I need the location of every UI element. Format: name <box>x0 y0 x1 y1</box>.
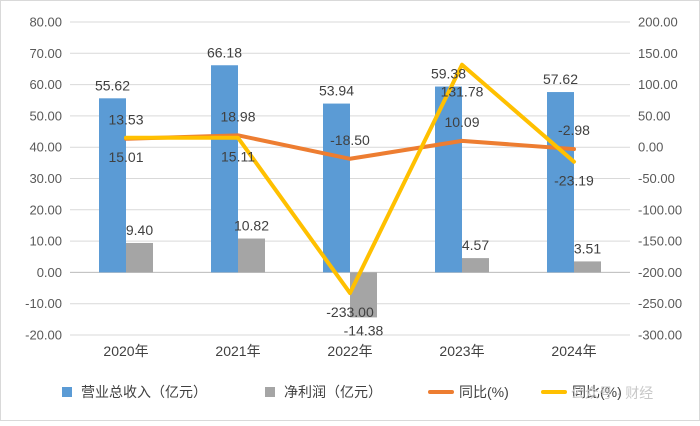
bar <box>238 239 265 273</box>
x-tick-label: 2022年 <box>327 343 372 359</box>
bar-data-label: 59.38 <box>431 66 466 82</box>
x-tick-label: 2023年 <box>439 343 484 359</box>
bar-data-label: 3.51 <box>574 240 601 256</box>
y-left-tick-label: -10.00 <box>25 296 62 311</box>
line-data-label: 18.98 <box>220 108 255 124</box>
line-data-label: -2.98 <box>558 122 590 138</box>
y-right-tick-label: -300.00 <box>638 328 682 343</box>
legend-swatch <box>62 387 72 397</box>
y-right-tick-label: -150.00 <box>638 234 682 249</box>
y-right-tick-label: 200.00 <box>638 15 678 30</box>
y-left-tick-label: -20.00 <box>25 328 62 343</box>
y-left-tick-label: 70.00 <box>29 46 62 61</box>
y-right-tick-label: 50.00 <box>638 108 671 123</box>
y-right-tick-label: -250.00 <box>638 296 682 311</box>
bar-data-label: 9.40 <box>126 222 153 238</box>
y-left-tick-label: 80.00 <box>29 15 62 30</box>
y-left-tick-label: 40.00 <box>29 140 62 155</box>
y-left-tick-label: 50.00 <box>29 108 62 123</box>
bar-data-label: 4.57 <box>462 237 489 253</box>
y-right-tick-label: 0.00 <box>638 140 663 155</box>
y-right-tick-label: 150.00 <box>638 46 678 61</box>
bar-data-label: -14.38 <box>344 322 384 338</box>
legend-label: 营业总收入（亿元） <box>81 384 207 400</box>
legend-label: 同比(%) <box>459 384 509 400</box>
y-right-tick-label: -200.00 <box>638 265 682 280</box>
line-data-label: -23.19 <box>554 173 594 189</box>
line-data-label: 10.09 <box>444 114 479 130</box>
line-data-label: 13.53 <box>108 112 143 128</box>
x-tick-label: 2020年 <box>103 343 148 359</box>
y-left-tick-label: 10.00 <box>29 234 62 249</box>
y-right-tick-label: 100.00 <box>638 77 678 92</box>
line-data-label: -233.00 <box>326 304 374 320</box>
y-right-tick-label: -50.00 <box>638 171 675 186</box>
y-left-tick-label: 20.00 <box>29 202 62 217</box>
bar-data-label: 57.62 <box>543 71 578 87</box>
y-right-tick-label: -100.00 <box>638 202 682 217</box>
y-left-tick-label: 0.00 <box>37 265 62 280</box>
line-data-label: 131.78 <box>441 84 484 100</box>
line-data-label: -18.50 <box>330 132 370 148</box>
line-data-label: 15.01 <box>108 149 143 165</box>
y-left-tick-label: 60.00 <box>29 77 62 92</box>
bar <box>211 65 238 272</box>
bar <box>574 261 601 272</box>
legend-swatch <box>265 387 275 397</box>
bar-data-label: 66.18 <box>207 44 242 60</box>
bar-data-label: 10.82 <box>234 218 269 234</box>
bar <box>126 243 153 272</box>
x-tick-label: 2021年 <box>215 343 260 359</box>
x-tick-label: 2024年 <box>551 343 596 359</box>
bar-data-label: 55.62 <box>95 77 130 93</box>
watermark-text: 公众号 · 财经 <box>571 385 653 401</box>
bar <box>462 258 489 272</box>
legend-label: 净利润（亿元） <box>284 384 382 400</box>
line-data-label: 15.11 <box>221 149 255 165</box>
bar-data-label: 53.94 <box>319 83 354 99</box>
y-left-tick-label: 30.00 <box>29 171 62 186</box>
bar <box>323 104 350 273</box>
